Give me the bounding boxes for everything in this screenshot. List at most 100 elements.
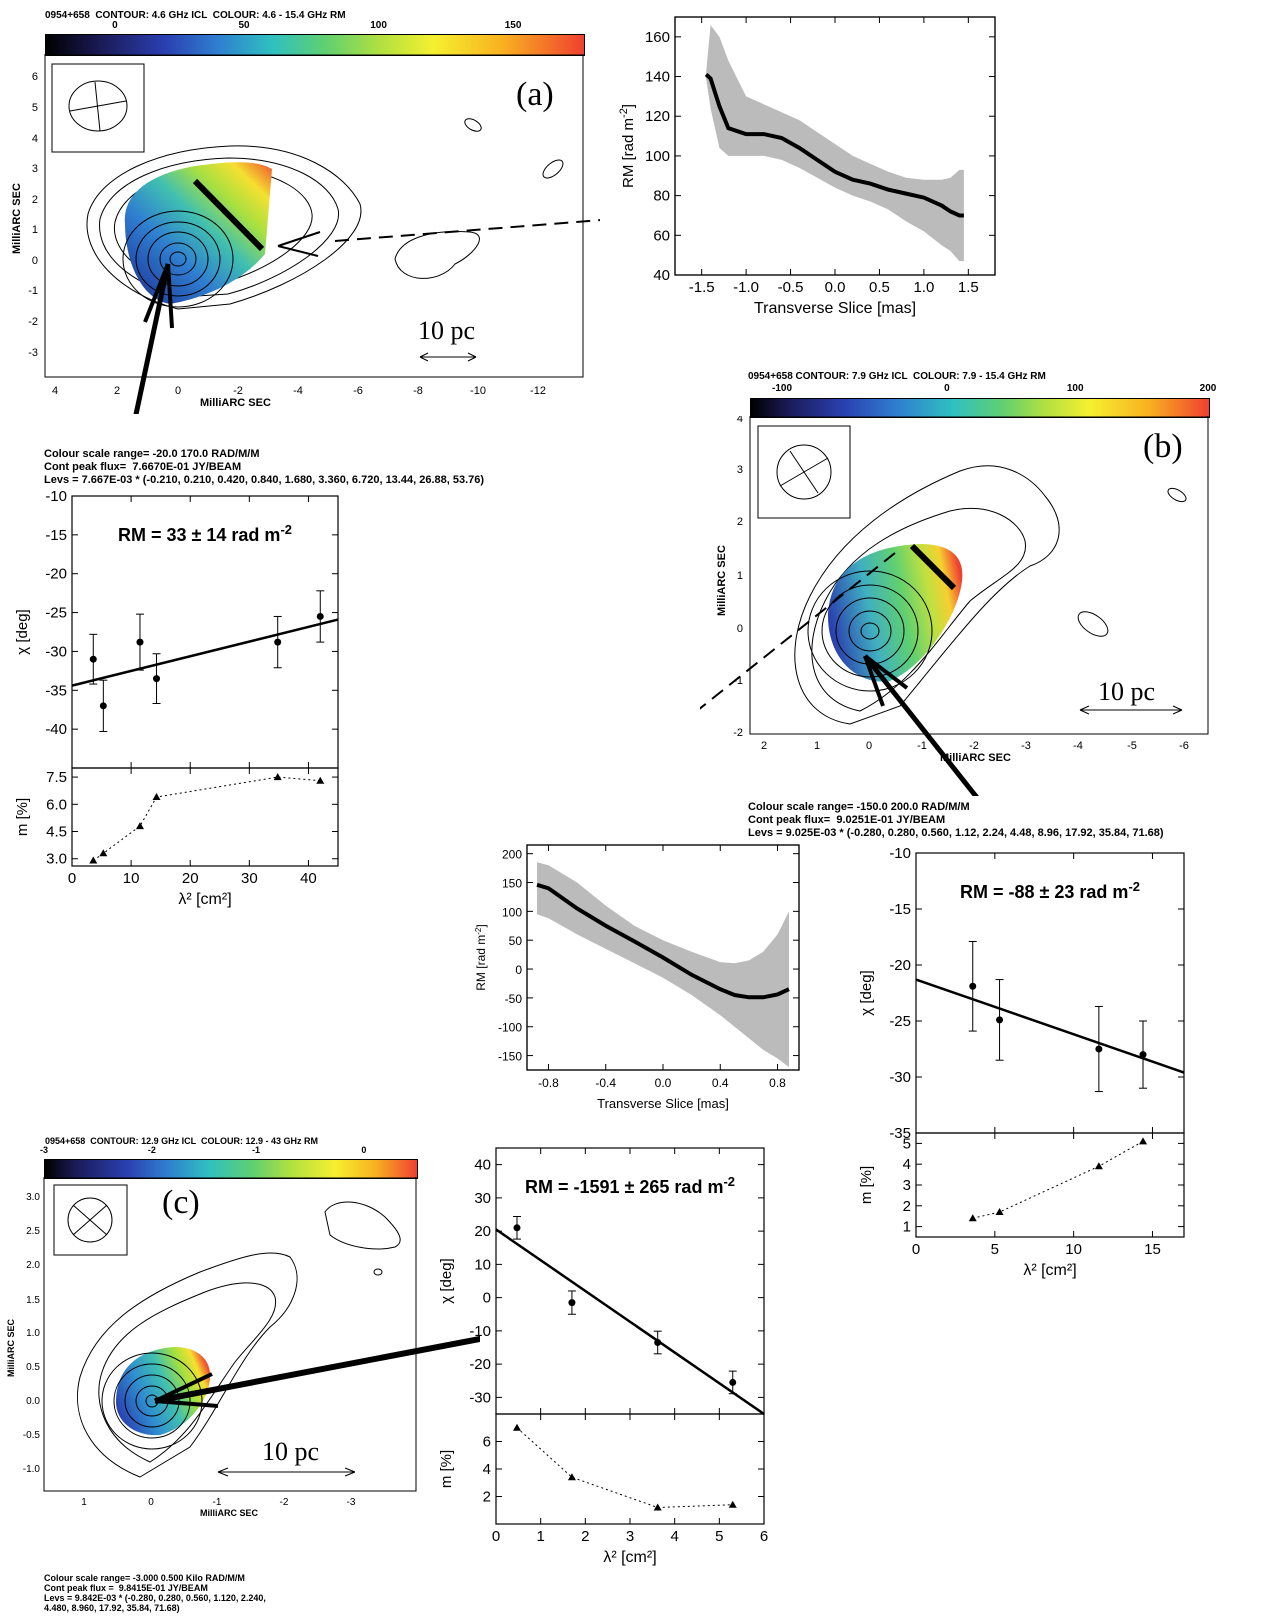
map-a-xlabel: MilliARC SEC bbox=[200, 397, 271, 409]
polarization-point bbox=[89, 856, 98, 864]
polarization-point bbox=[728, 1500, 737, 1508]
colorbar-a-tick: 100 bbox=[370, 20, 387, 31]
x-tick-label: 10 bbox=[1065, 1241, 1082, 1258]
fit-title: RM = 33 ± 14 rad m-2 bbox=[118, 522, 292, 546]
y-tick-label: 160 bbox=[645, 29, 670, 46]
x-tick-label: 0 bbox=[492, 1528, 500, 1545]
y-tick-label: -20 bbox=[45, 566, 67, 583]
y-tick-label: -150 bbox=[498, 1050, 522, 1064]
x-tick-label: 0.4 bbox=[712, 1076, 729, 1090]
x-tick-label: 20 bbox=[182, 870, 199, 887]
fit-line bbox=[71, 618, 339, 687]
y-tick-label: -25 bbox=[889, 1013, 911, 1030]
x-tick-label: 3 bbox=[626, 1528, 634, 1545]
y-tick-label: 140 bbox=[645, 69, 670, 86]
map-a-ytick: 5 bbox=[32, 102, 38, 114]
panel-b-scale: 10 pc bbox=[1098, 677, 1156, 706]
map-a-xtick: 4 bbox=[52, 385, 58, 397]
colorbar-a bbox=[45, 34, 585, 56]
y-tick-label: 2 bbox=[483, 1489, 491, 1506]
plot-frame bbox=[495, 1413, 765, 1525]
colorbar-b-tick: 0 bbox=[944, 383, 950, 394]
polarization-point bbox=[1094, 1162, 1103, 1170]
map-b-xtick: 1 bbox=[814, 740, 820, 752]
m-axis-label: m [%] bbox=[860, 1166, 875, 1204]
data-point bbox=[996, 1016, 1004, 1024]
map-b-ytick: -1 bbox=[733, 675, 743, 687]
colorbar-b-tick: 100 bbox=[1066, 383, 1084, 394]
y-tick-label: 50 bbox=[509, 934, 523, 948]
x-tick-label: -0.8 bbox=[538, 1076, 559, 1090]
x-axis-label: λ² [cm²] bbox=[603, 1549, 656, 1566]
map-c-xtick: -3 bbox=[347, 1497, 356, 1508]
map-b: 2 1 0 -1 -2 -3 -4 -5 -6 4 3 2 1 0 -1 -2 … bbox=[700, 416, 1209, 796]
plot-frame bbox=[915, 1132, 1185, 1238]
map-a-xtick: 2 bbox=[114, 385, 120, 397]
panel-b-header: 0954+658 CONTOUR: 7.9 GHz ICL COLOUR: 7.… bbox=[748, 371, 1046, 382]
polarization-point bbox=[512, 1423, 521, 1431]
plot-frame bbox=[526, 844, 800, 1071]
panel-a-scale: 10 pc bbox=[418, 316, 476, 345]
x-tick-label: 0 bbox=[68, 870, 76, 887]
chart-slice-a: 40 60 80 100 120 140 160 -1.5 -1.0 -0.5 0.0 0.5 1.0 1… bbox=[618, 16, 996, 317]
fit-line bbox=[495, 1228, 765, 1416]
map-a-xtick: -6 bbox=[353, 385, 363, 397]
polarization-point bbox=[273, 773, 282, 781]
chart-fit-b: -35 -30 -25 -20 -15 -10 RM = -88 ± 23 rad m-2 χ… bbox=[860, 845, 1185, 1279]
map-b-xtick: -3 bbox=[1021, 740, 1031, 752]
map-b-xtick: 2 bbox=[761, 740, 767, 752]
map-c-ytick: 1.0 bbox=[26, 1328, 40, 1339]
x-tick-label: 5 bbox=[715, 1528, 723, 1545]
x-tick-label: 0.0 bbox=[655, 1076, 672, 1090]
map-a-xtick: -8 bbox=[413, 385, 423, 397]
map-b-ytick: -2 bbox=[733, 727, 743, 739]
y-tick-label: -10 bbox=[45, 488, 67, 505]
y-tick-label: 40 bbox=[474, 1157, 491, 1174]
y-tick-label: 7.5 bbox=[46, 769, 67, 786]
map-b-ytick: 0 bbox=[737, 623, 743, 635]
map-c-ytick: 0.5 bbox=[26, 1362, 40, 1373]
y-tick-label: -10 bbox=[889, 845, 911, 862]
y-axis-label: χ [deg] bbox=[440, 1258, 455, 1303]
y-tick-label: 150 bbox=[502, 877, 522, 891]
map-c-ytick: 2.0 bbox=[26, 1260, 40, 1271]
map-a-ylabel: MilliARC SEC bbox=[11, 183, 23, 254]
x-tick-label: 15 bbox=[1144, 1241, 1161, 1258]
map-c-ytick: 1.5 bbox=[26, 1295, 40, 1306]
x-axis-label: λ² [cm²] bbox=[178, 891, 231, 908]
panel-c-header: 0954+658 CONTOUR: 12.9 GHz ICL COLOUR: 1… bbox=[45, 1136, 318, 1146]
y-tick-label: 3 bbox=[903, 1177, 911, 1194]
map-c-ylabel: MilliARC SEC bbox=[6, 1318, 16, 1377]
map-b-ylabel: MilliARC SEC bbox=[716, 545, 728, 616]
data-point bbox=[316, 612, 324, 620]
data-point bbox=[969, 982, 977, 990]
x-axis-label: Transverse Slice [mas] bbox=[754, 300, 916, 317]
fit-title: RM = -1591 ± 265 rad m-2 bbox=[525, 1174, 735, 1198]
chart-fit-a: -40 -35 -30 -25 -20 -15 -10 RM = 33 ± 14 rad m-… bbox=[14, 488, 339, 908]
colorbar-c-tick: -3 bbox=[39, 1145, 49, 1155]
map-b-ytick: 1 bbox=[737, 570, 743, 582]
y-tick-label: 40 bbox=[653, 267, 670, 284]
polarization-point bbox=[567, 1473, 576, 1481]
data-point bbox=[1139, 1051, 1147, 1059]
y-tick-label: -10 bbox=[469, 1323, 491, 1340]
map-b-ytick: 2 bbox=[737, 516, 743, 528]
data-point bbox=[274, 638, 282, 646]
y-tick-label: 100 bbox=[502, 905, 522, 919]
polarization-point bbox=[152, 793, 161, 801]
x-axis-label: λ² [cm²] bbox=[1023, 1262, 1076, 1279]
y-tick-label: -30 bbox=[889, 1069, 911, 1086]
y-tick-label: 3.0 bbox=[46, 851, 67, 868]
polarization-trend bbox=[972, 1140, 1144, 1219]
y-tick-label: 60 bbox=[653, 227, 670, 244]
map-c-ytick: -0.5 bbox=[23, 1430, 41, 1441]
y-tick-label: -35 bbox=[45, 682, 67, 699]
y-tick-label: 200 bbox=[502, 848, 522, 862]
data-point bbox=[1095, 1045, 1103, 1053]
map-a-xtick: -4 bbox=[293, 385, 303, 397]
x-tick-label: -1.0 bbox=[733, 279, 759, 296]
x-tick-label: -1.5 bbox=[689, 279, 715, 296]
polarization-point bbox=[995, 1208, 1004, 1216]
map-c-xtick: -2 bbox=[280, 1497, 289, 1508]
panel-a-letter: (a) bbox=[516, 76, 554, 113]
